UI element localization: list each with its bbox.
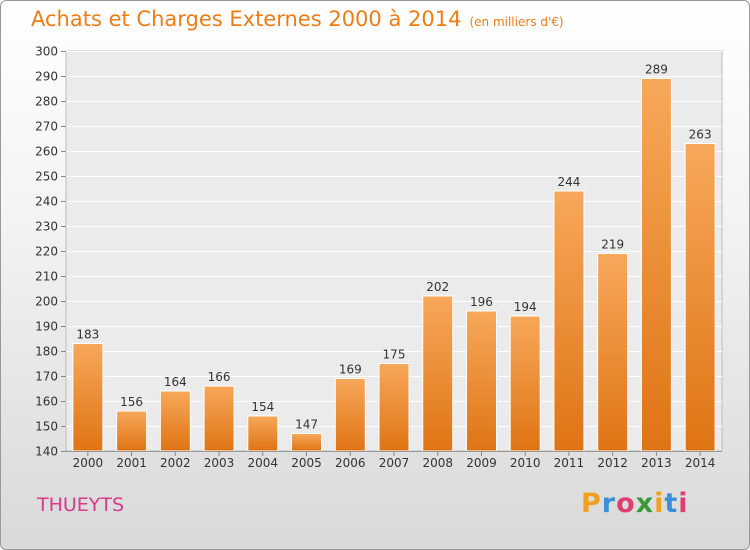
bar-value-label: 289 (645, 63, 668, 77)
bar (597, 253, 629, 452)
x-tick-label: 2005 (291, 456, 322, 470)
brand-logo-letter: t (664, 488, 679, 519)
x-tick-label: 2011 (554, 456, 585, 470)
bar-value-label: 164 (164, 375, 187, 389)
chart-title: Achats et Charges Externes 2000 à 2014 (e… (31, 7, 564, 31)
bar-value-label: 244 (557, 175, 580, 189)
y-tick-label: 160 (35, 395, 58, 409)
bar (465, 310, 497, 452)
bar (684, 143, 716, 452)
chart-subtitle: (en milliers d'€) (469, 15, 564, 29)
x-tick-label: 2012 (597, 456, 628, 470)
y-tick-label: 280 (35, 95, 58, 109)
bar (159, 390, 191, 452)
x-tick-label: 2007 (379, 456, 410, 470)
bar (640, 78, 672, 452)
y-tick-label: 250 (35, 170, 58, 184)
bar-value-label: 154 (251, 400, 274, 414)
bar-value-label: 169 (339, 363, 362, 377)
bar (116, 410, 148, 452)
bar (334, 378, 366, 452)
bar (203, 385, 235, 452)
bar (291, 433, 323, 452)
x-tick-label: 2000 (73, 456, 104, 470)
y-tick-label: 270 (35, 120, 58, 134)
bar-value-label: 202 (426, 280, 449, 294)
y-tick-label: 210 (35, 270, 58, 284)
y-tick-label: 220 (35, 245, 58, 259)
brand-logo-letter: i (678, 488, 689, 519)
place-name: THUEYTS (37, 494, 125, 516)
y-tick-label: 140 (35, 445, 58, 459)
x-tick-label: 2006 (335, 456, 366, 470)
brand-logo-letter: x (635, 488, 655, 519)
bar (553, 190, 585, 452)
y-tick-label: 260 (35, 145, 58, 159)
y-tick-label: 150 (35, 420, 58, 434)
y-tick-label: 190 (35, 320, 58, 334)
x-tick-label: 2008 (422, 456, 453, 470)
bar (378, 363, 410, 452)
y-tick-label: 240 (35, 195, 58, 209)
bar-value-label: 183 (76, 328, 99, 342)
y-tick-label: 290 (35, 70, 58, 84)
bar-value-label: 175 (383, 348, 406, 362)
brand-logo-letter: o (616, 488, 636, 519)
x-tick-label: 2003 (204, 456, 235, 470)
x-tick-label: 2001 (116, 456, 147, 470)
brand-logo-letter: i (654, 488, 665, 519)
brand-logo: Proxiti (581, 488, 689, 519)
y-tick-label: 180 (35, 345, 58, 359)
bar-value-label: 263 (689, 128, 712, 142)
bar (247, 415, 279, 452)
bar-value-label: 147 (295, 418, 318, 432)
bar-value-label: 194 (514, 300, 537, 314)
bar (509, 315, 541, 452)
bar-value-label: 196 (470, 295, 493, 309)
y-tick-label: 300 (35, 45, 58, 59)
x-tick-label: 2010 (510, 456, 541, 470)
x-tick-label: 2004 (248, 456, 279, 470)
bar (72, 343, 104, 452)
x-tick-label: 2013 (641, 456, 672, 470)
chart-title-text: Achats et Charges Externes 2000 à 2014 (31, 7, 462, 31)
bar (422, 295, 454, 452)
bar-value-label: 166 (208, 370, 231, 384)
x-tick-label: 2002 (160, 456, 191, 470)
x-tick-label: 2014 (685, 456, 716, 470)
bar-value-label: 156 (120, 395, 143, 409)
brand-logo-letter: P (581, 488, 602, 519)
brand-logo-letter: r (601, 488, 617, 519)
y-tick-label: 170 (35, 370, 58, 384)
y-tick-label: 230 (35, 220, 58, 234)
y-tick-label: 200 (35, 295, 58, 309)
bar-value-label: 219 (601, 238, 624, 252)
x-tick-label: 2009 (466, 456, 497, 470)
